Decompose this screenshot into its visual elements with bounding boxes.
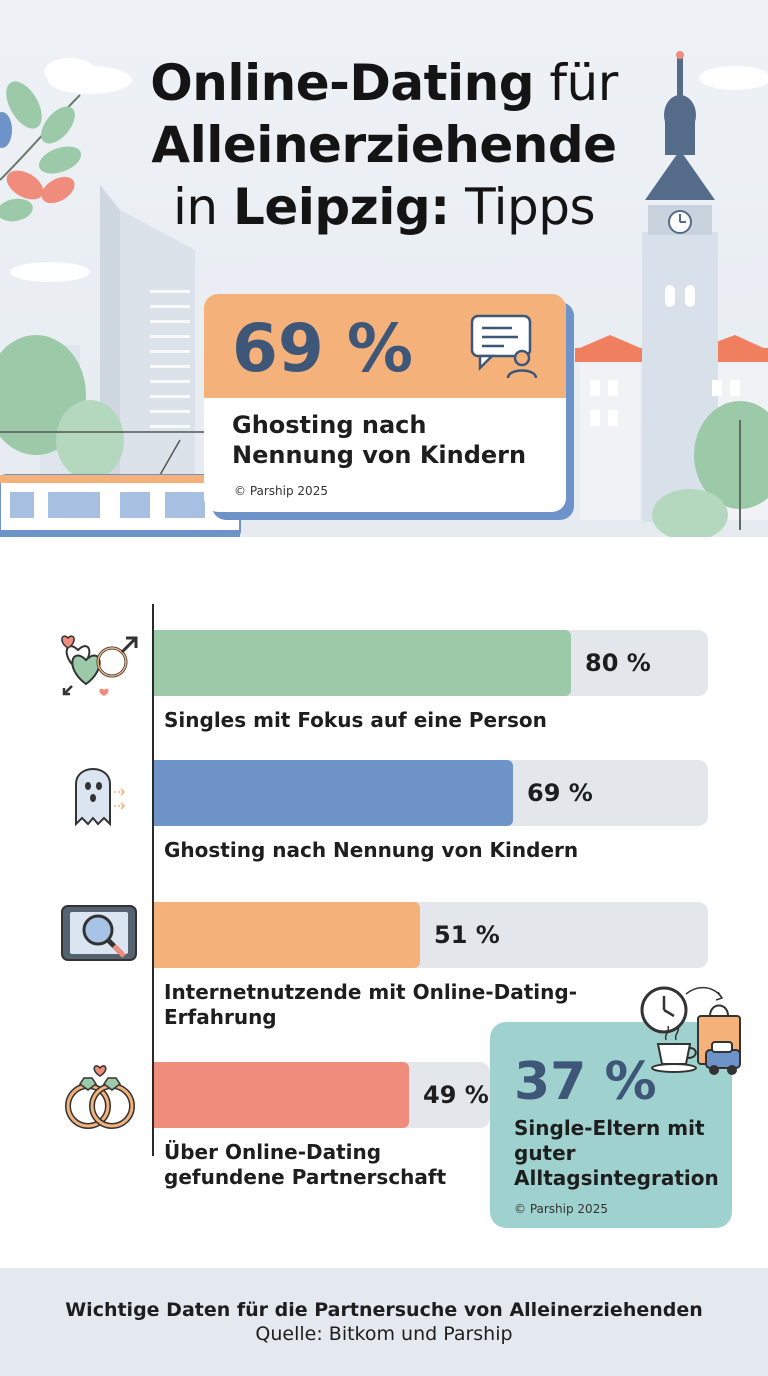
bar-value-label: 80 % xyxy=(585,649,651,677)
bar-track xyxy=(154,1062,490,1128)
bar-fill xyxy=(154,760,513,826)
title-line3-bold: Leipzig: xyxy=(232,178,450,236)
bar-track xyxy=(154,902,708,968)
bar-track xyxy=(154,760,708,826)
title-line3-rest: Tipps xyxy=(449,178,596,236)
side-stat-card: 37 % Single-Eltern mit guter Alltagsinte… xyxy=(490,1022,732,1228)
side-stat-label: Single-Eltern mit guter Alltagsintegrati… xyxy=(514,1116,719,1190)
hero-stat-source: © Parship 2025 xyxy=(234,484,328,498)
side-stat-value: 37 % xyxy=(514,1052,657,1112)
tablet-magnifier-icon xyxy=(61,905,137,961)
bar-category-label: Internetnutzende mit Online-Dating-Erfah… xyxy=(164,980,577,1029)
hero-stat-value: 69 % xyxy=(232,310,413,387)
rings-icon xyxy=(65,1065,135,1129)
bar-chart: 80 % Singles mit Fokus auf eine Person 6… xyxy=(0,560,768,1260)
bar-category-label: Ghosting nach Nennung von Kindern xyxy=(164,838,579,862)
title-line3-pre: in xyxy=(172,178,233,236)
hearts-gender-icon xyxy=(61,635,138,696)
leaf-branch-decoration xyxy=(0,81,82,222)
footer: Wichtige Daten für die Partnersuche von … xyxy=(0,1268,768,1376)
side-stat-source: © Parship 2025 xyxy=(514,1202,608,1216)
hero-section: Online-Dating für Alleinerziehende in Le… xyxy=(0,0,768,545)
title-line1-rest: für xyxy=(534,54,618,112)
footer-caption: Wichtige Daten für die Partnersuche von … xyxy=(65,1299,703,1321)
footer-source: Quelle: Bitkom und Parship xyxy=(255,1323,513,1345)
daily-life-icon xyxy=(640,986,741,1075)
chart-axis-line xyxy=(152,604,154,1156)
bar-category-label: Singles mit Fokus auf eine Person xyxy=(164,708,547,732)
bar-fill xyxy=(154,902,420,968)
title-line2: Alleinerziehende xyxy=(151,116,617,174)
page-title: Online-Dating für Alleinerziehende in Le… xyxy=(0,52,768,238)
chat-person-icon xyxy=(470,314,538,379)
leipzig-skyline-illustration xyxy=(0,51,768,545)
bar-fill xyxy=(154,1062,409,1128)
bar-value-label: 51 % xyxy=(434,921,500,949)
ghost-icon xyxy=(75,768,126,827)
hero-stat-label: Ghosting nach Nennung von Kindern xyxy=(232,411,527,469)
bar-value-label: 69 % xyxy=(527,779,593,807)
bar-value-label: 49 % xyxy=(423,1081,489,1109)
bar-category-label: Über Online-Dating gefundene Partnerscha… xyxy=(164,1140,447,1189)
bar-track xyxy=(154,630,708,696)
hero-stat-card: 69 % Ghosting nach Nennung von Kindern ©… xyxy=(204,294,566,512)
bar-fill xyxy=(154,630,571,696)
title-line1-bold: Online-Dating xyxy=(150,54,535,112)
